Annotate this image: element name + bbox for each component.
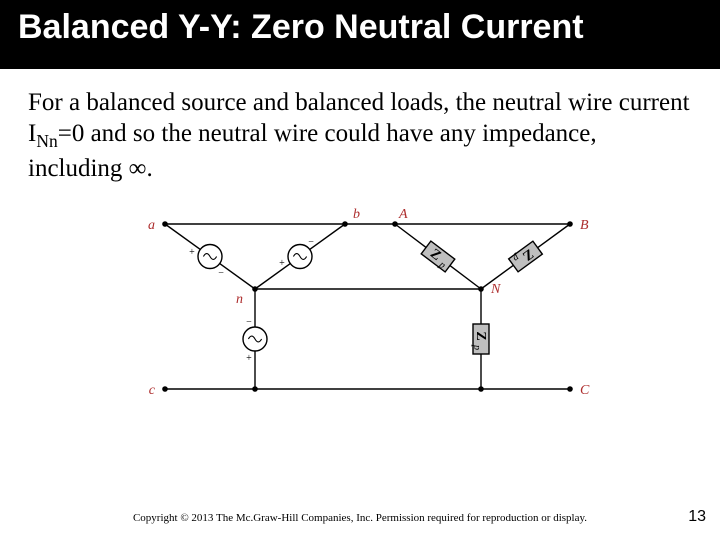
- polarity-mark: −: [246, 317, 252, 328]
- polarity-mark: +: [246, 353, 252, 364]
- copyright-text: Copyright © 2013 The Mc.Graw-Hill Compan…: [0, 512, 720, 526]
- body-sub: Nn: [36, 131, 57, 151]
- node-dot: [392, 222, 398, 228]
- impedance-label: Z: [473, 332, 488, 341]
- impedance: Zp: [420, 242, 455, 274]
- polarity-mark: +: [279, 259, 285, 270]
- node-label: A: [398, 207, 408, 222]
- wire: [538, 224, 570, 248]
- body-text: For a balanced source and balanced loads…: [0, 69, 720, 190]
- diagram-wrap: +−−+−+ZpZpZpabncABNC: [0, 194, 720, 409]
- impedance-sub: p: [471, 344, 482, 350]
- slide-title: Balanced Y-Y: Zero Neutral Current: [18, 8, 702, 47]
- node-label: a: [148, 218, 155, 233]
- impedance: Zp: [507, 240, 542, 272]
- impedance: Zp: [471, 324, 489, 354]
- node-dot: [567, 222, 573, 228]
- page-number: 13: [688, 508, 706, 526]
- node-dot: [342, 222, 348, 228]
- circuit-diagram: +−−+−+ZpZpZpabncABNC: [125, 194, 595, 409]
- node-label: n: [236, 292, 243, 307]
- node-dot: [252, 287, 258, 293]
- wire: [310, 224, 345, 249]
- polarity-mark: −: [308, 238, 314, 249]
- node-label: c: [149, 383, 156, 398]
- node-label: b: [353, 207, 360, 222]
- node-dot: [162, 222, 168, 228]
- wire: [255, 264, 290, 289]
- polarity-mark: −: [218, 268, 224, 279]
- node-dot: [252, 387, 258, 393]
- title-band: Balanced Y-Y: Zero Neutral Current: [0, 0, 720, 69]
- node-label: N: [490, 282, 501, 297]
- wire: [165, 224, 200, 249]
- node-dot: [478, 287, 484, 293]
- node-label: C: [580, 383, 590, 398]
- polarity-mark: +: [189, 247, 195, 258]
- node-dot: [567, 387, 573, 393]
- node-dot: [162, 387, 168, 393]
- node-label: B: [580, 218, 589, 233]
- node-dot: [478, 387, 484, 393]
- wire: [395, 224, 426, 247]
- wire: [220, 264, 255, 289]
- wire: [450, 266, 481, 289]
- body-post: =0 and so the neutral wire could have an…: [28, 120, 597, 182]
